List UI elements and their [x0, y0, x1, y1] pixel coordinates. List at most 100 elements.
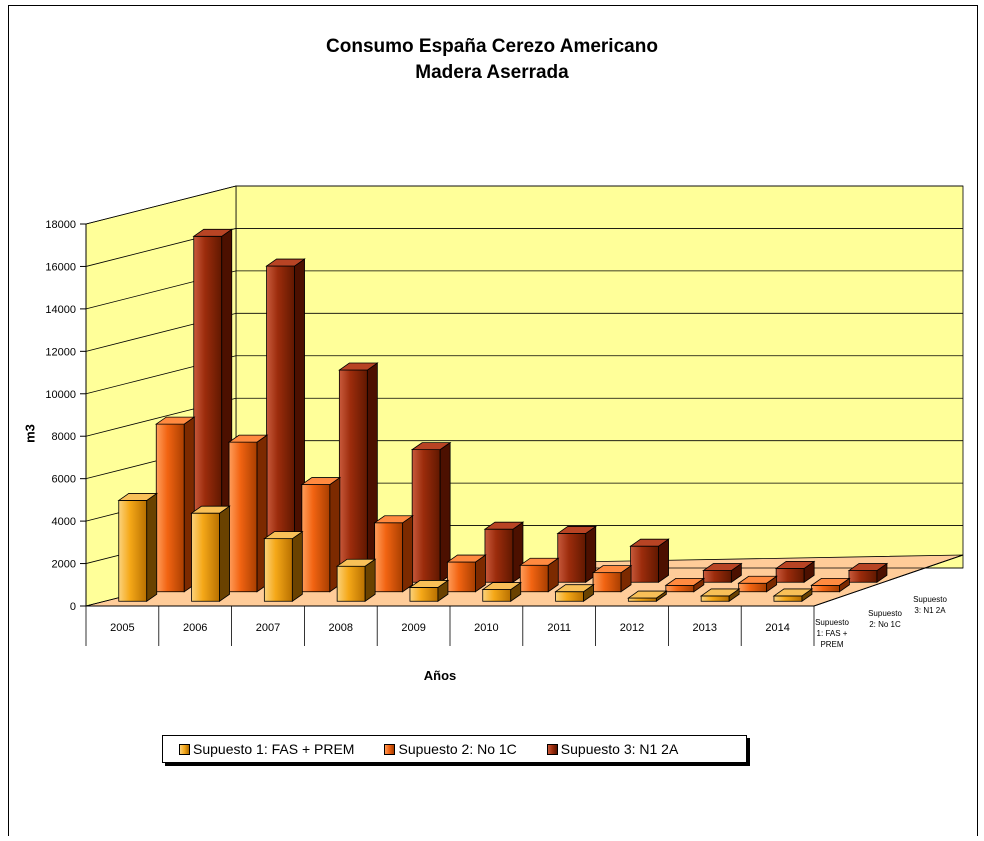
- bar-s3-2013: [775, 568, 805, 583]
- y-tick-label: 14000: [45, 304, 76, 316]
- legend: Supuesto 1: FAS + PREM Supuesto 2: No 1C…: [162, 735, 747, 763]
- depth-label-series-3: Supuesto 3: N1 2A: [913, 595, 947, 615]
- bar-top-s2-2009: [446, 554, 487, 563]
- y-tick-label: 2000: [52, 559, 76, 571]
- bar-top-s1-2014: [772, 588, 814, 597]
- bar-s2-2009: [447, 561, 476, 593]
- legend-label-series-2: Supuesto 2: No 1C: [398, 741, 517, 757]
- bar-s3-2012: [702, 570, 732, 583]
- bar-top-s3-2006: [265, 258, 306, 267]
- x-tick-label: 2007: [256, 622, 280, 634]
- bar-top-s1-2006: [190, 505, 231, 514]
- bar-s1-2009: [409, 587, 439, 602]
- bar-s1-2007: [263, 538, 293, 602]
- y-tick-label: 0: [70, 601, 76, 613]
- legend-swatch-series-2: [384, 743, 396, 755]
- bar-s2-2013: [738, 582, 768, 593]
- bar-side-s1-2005: [146, 492, 158, 603]
- bar-side-s1-2007: [291, 530, 303, 603]
- bar-s2-2010: [519, 564, 549, 593]
- bar-s3-2014: [848, 570, 878, 583]
- chart-subtitle: Madera Aserrada: [415, 62, 569, 83]
- x-tick-label: 2012: [620, 622, 644, 634]
- bar-s3-2008: [411, 449, 441, 583]
- gridline-side: [85, 185, 237, 225]
- x-tick-label: 2005: [110, 622, 134, 634]
- bar-s2-2005: [155, 423, 185, 593]
- bar-s3-2007: [338, 369, 368, 583]
- x-tick-label: 2006: [183, 622, 207, 634]
- bar-top-s3-2007: [338, 362, 379, 371]
- bar-s1-2010: [482, 589, 512, 602]
- chart-title: Consumo España Cerezo Americano: [326, 36, 658, 57]
- bar-s2-2014: [811, 584, 840, 593]
- bar-s1-2008: [336, 565, 366, 602]
- bar-top-s1-2013: [699, 588, 741, 597]
- bar-top-s3-2009: [483, 521, 525, 530]
- bar-top-s1-2012: [627, 590, 668, 599]
- legend-swatch-series-3: [546, 743, 558, 755]
- bar-top-s3-2013: [774, 561, 816, 569]
- bar-s2-2012: [665, 584, 695, 593]
- bar-top-s2-2011: [591, 565, 633, 574]
- bar-s2-2007: [301, 484, 331, 593]
- legend-label-series-3: Supuesto 3: N1 2A: [560, 741, 679, 757]
- bar-top-s3-2010: [556, 526, 598, 534]
- x-tick-label: 2011: [547, 622, 571, 634]
- y-tick-label: 10000: [45, 389, 76, 401]
- y-tick-label: 16000: [45, 261, 76, 273]
- y-tick-label: 6000: [52, 474, 76, 486]
- bar-top-s2-2012: [664, 577, 706, 586]
- bar-top-s1-2007: [263, 531, 304, 540]
- legend-swatch-series-1: [179, 743, 190, 755]
- bar-side-s3-2011: [658, 538, 669, 584]
- depth-label-series-2: Supuesto 2: No 1C: [868, 609, 902, 629]
- bar-top-s2-2013: [737, 575, 778, 584]
- bar-top-s2-2006: [227, 434, 269, 443]
- x-tick-label: 2008: [329, 622, 353, 634]
- x-tick-label: 2010: [474, 622, 498, 634]
- legend-item-series-3: Supuesto 3: N1 2A: [546, 741, 679, 757]
- y-tick-label: 18000: [45, 219, 76, 231]
- bar-top-s3-2008: [410, 442, 452, 451]
- bar-top-s2-2010: [518, 557, 560, 566]
- bar-top-s1-2009: [408, 580, 450, 588]
- bar-s1-2006: [191, 512, 220, 602]
- bar-s3-2010: [557, 533, 587, 583]
- bar-s2-2011: [592, 572, 622, 593]
- y-tick-label: 8000: [52, 431, 76, 443]
- bar-side-s1-2006: [219, 505, 230, 603]
- legend-item-series-1: Supuesto 1: FAS + PREM: [179, 741, 354, 757]
- bar-s1-2013: [700, 595, 730, 602]
- bar-top-s2-2007: [300, 477, 342, 485]
- legend-label-series-1: Supuesto 1: FAS + PREM: [193, 741, 355, 757]
- bar-top-s2-2008: [373, 515, 414, 524]
- bar-top-s3-2012: [702, 563, 743, 571]
- depth-label-series-1: Supuesto 1: FAS + PREM: [815, 618, 849, 649]
- bar-s1-2014: [773, 595, 803, 602]
- x-axis-label: Años: [423, 668, 457, 683]
- bar-s1-2005: [118, 500, 148, 602]
- bar-s3-2009: [484, 528, 514, 583]
- bar-s2-2008: [374, 522, 404, 593]
- y-tick-label: 4000: [52, 516, 76, 528]
- bar-s2-2006: [228, 441, 258, 593]
- x-tick-label: 2013: [693, 622, 717, 634]
- bar-top-s2-2014: [810, 577, 851, 586]
- bar-top-s2-2005: [154, 416, 196, 425]
- bar-s1-2011: [555, 591, 584, 602]
- x-tick-label: 2009: [401, 622, 425, 634]
- bar-top-s3-2011: [629, 538, 670, 547]
- bar-top-s3-2014: [847, 563, 889, 571]
- bar-top-s1-2005: [117, 493, 159, 501]
- bar-top-s1-2011: [554, 584, 595, 593]
- bar-s3-2011: [630, 545, 659, 583]
- bar-top-s3-2005: [192, 228, 234, 237]
- depth-axis: [813, 554, 964, 607]
- bar-top-s1-2008: [335, 558, 377, 567]
- bar-top-s1-2010: [481, 582, 523, 590]
- bar-s1-2012: [627, 597, 657, 602]
- bar-side-s2-2008: [402, 515, 414, 593]
- x-tick-label: 2014: [765, 622, 789, 634]
